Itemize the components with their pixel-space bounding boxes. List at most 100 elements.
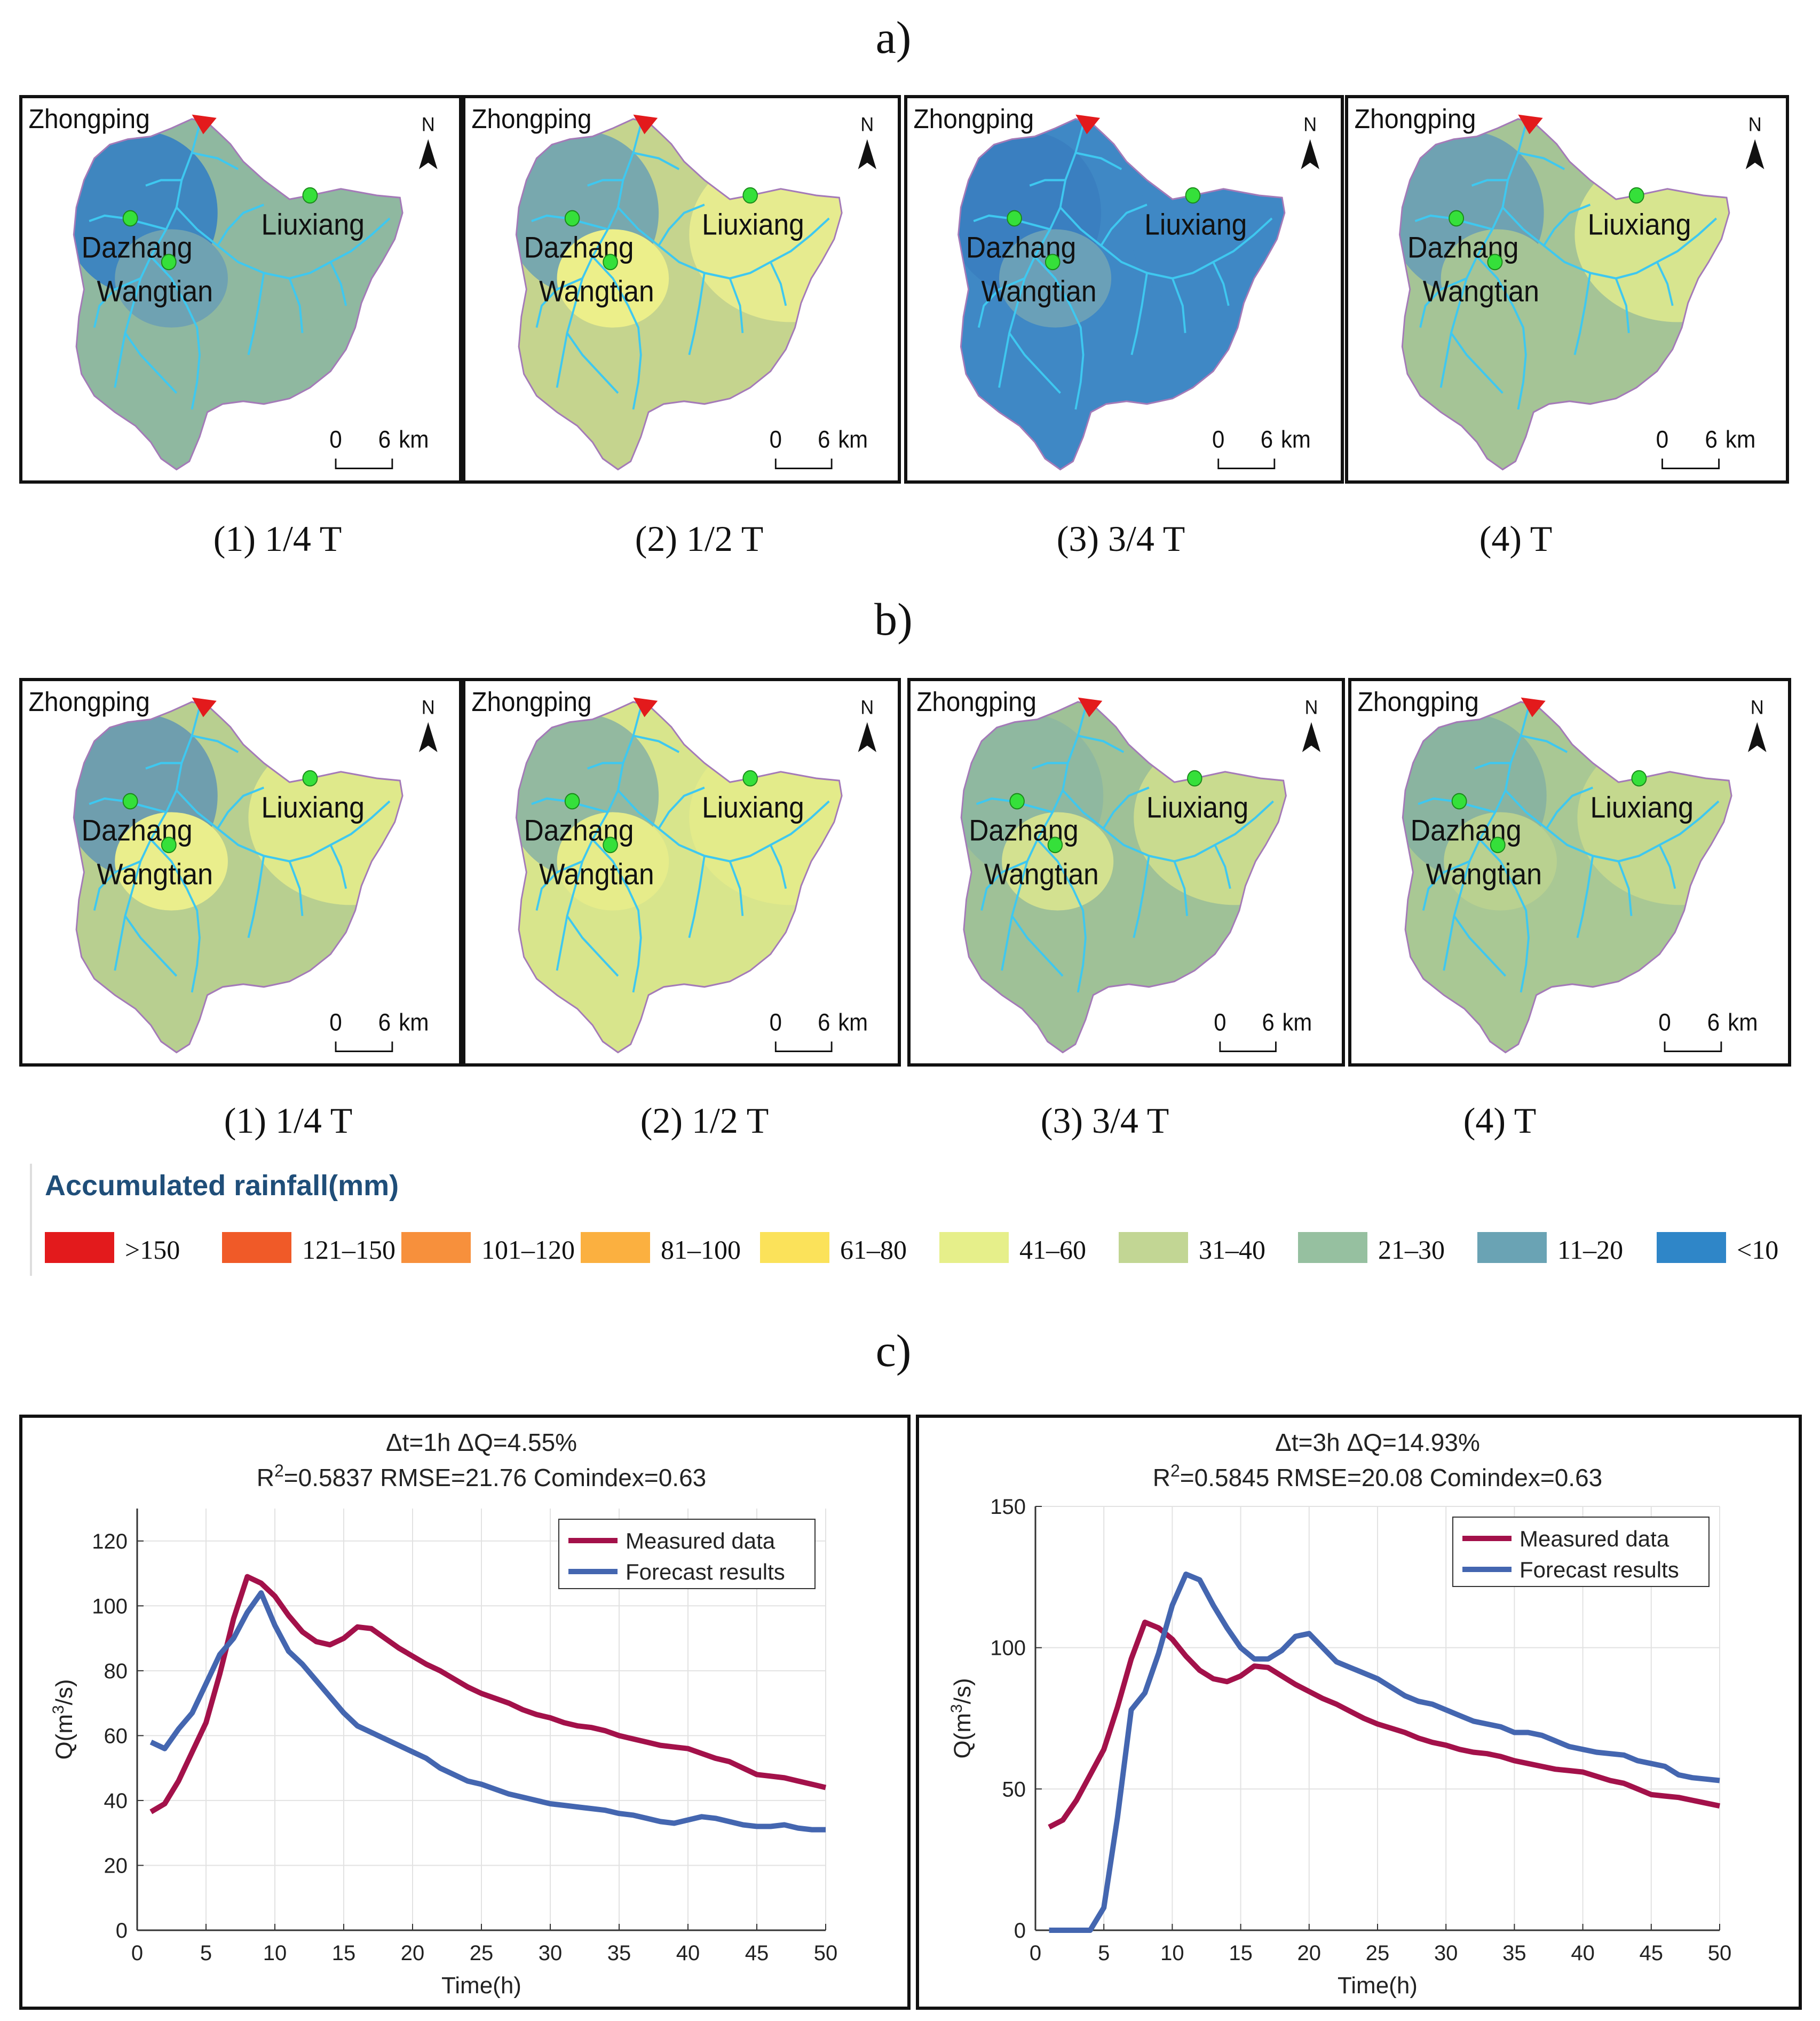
river-line <box>729 860 744 917</box>
station-marker-wangtian <box>161 836 177 854</box>
river-line <box>1542 203 1591 247</box>
legend-label: 81–100 <box>661 1235 741 1265</box>
scale-start-label: 0 <box>1212 427 1224 453</box>
chart-title-line2: R2=0.5837 RMSE=21.76 Comindex=0.63 <box>257 1461 707 1491</box>
station-marker-liuxiang <box>1631 770 1647 787</box>
station-label-liuxiang: Liuxiang <box>1588 208 1691 241</box>
station-marker-liuxiang <box>1628 187 1644 204</box>
river-line <box>1171 278 1186 334</box>
scale-start-label: 0 <box>329 426 342 453</box>
station-label-wangtian: Wangtian <box>97 858 213 891</box>
x-tick-label: 45 <box>1640 1941 1664 1965</box>
map-panel-a3: Zhongping Dazhang Liuxiang Wangtian N 0 6 km <box>904 95 1344 484</box>
scale-end-label: 6 <box>378 1009 391 1036</box>
x-tick-label: 5 <box>1098 1941 1110 1965</box>
rainfall-zone-base <box>516 119 842 470</box>
x-tick-label: 0 <box>131 1941 143 1965</box>
legend-swatch <box>45 1232 114 1263</box>
outlet-flag-icon <box>192 114 217 135</box>
river-line <box>114 124 201 388</box>
legend-swatch <box>222 1232 291 1263</box>
outlet-flag-icon <box>1078 697 1103 717</box>
scale-start-label: 0 <box>770 1009 782 1036</box>
x-tick-label: 50 <box>814 1941 838 1965</box>
station-label-liuxiang: Liuxiang <box>702 209 804 241</box>
river-line <box>1011 915 1064 977</box>
river-line <box>566 332 619 394</box>
legend-item: 31–40 <box>1119 1232 1289 1265</box>
series-line-forecast <box>149 1590 826 1833</box>
scale-end-label: 6 <box>1707 1009 1720 1036</box>
river-line <box>1617 860 1633 917</box>
station-label-wangtian: Wangtian <box>539 275 654 308</box>
station-marker-liuxiang <box>302 770 318 787</box>
y-tick-label: 60 <box>104 1724 128 1748</box>
station-marker-wangtian <box>161 254 177 271</box>
north-label: N <box>1751 696 1764 718</box>
river-line <box>1615 278 1630 334</box>
river-line <box>217 203 264 247</box>
y-tick-label: 120 <box>92 1530 128 1553</box>
river-line <box>1212 261 1230 306</box>
x-tick-label: 0 <box>1030 1941 1041 1965</box>
caption-b1: (1) 1/4 T <box>224 1100 353 1141</box>
map-panel-b3: Zhongping Dazhang Liuxiang Wangtian N 0 6 km <box>907 678 1345 1067</box>
scale-unit-label: km <box>838 1009 868 1036</box>
scale-bar <box>1217 459 1276 470</box>
y-tick-label: 150 <box>990 1495 1026 1519</box>
basin-boundary <box>1399 118 1730 471</box>
river-line <box>770 844 787 889</box>
map-panel-a1: Zhongping Dazhang Liuxiang Wangtian N 0 6 km <box>19 95 462 484</box>
caption-a2: (2) 1/2 T <box>635 518 764 559</box>
station-marker-liuxiang <box>742 187 758 204</box>
chart-title-line1: Δt=3h ΔQ=14.93% <box>1275 1428 1480 1456</box>
basin-boundary <box>960 701 1287 1054</box>
north-arrow-icon <box>858 722 876 752</box>
scale-bar <box>774 459 833 470</box>
north-label: N <box>1748 113 1762 135</box>
x-tick-label: 30 <box>1434 1941 1458 1965</box>
river-line <box>1008 332 1061 394</box>
rainfall-zone-base <box>1403 701 1732 1053</box>
station-label-wangtian: Wangtian <box>97 275 213 308</box>
chart-panel-3h: Δt=3h ΔQ=14.93% R2=0.5845 RMSE=20.08 Comi… <box>916 1415 1802 2010</box>
rainfall-zone-base <box>958 119 1285 470</box>
legend-item: 101–120 <box>401 1232 575 1265</box>
scale-unit-label: km <box>1282 1009 1312 1036</box>
station-marker-dazhang <box>564 210 580 227</box>
chart-legend-label: Forecast results <box>626 1559 785 1584</box>
outlet-flag-icon <box>1518 114 1543 135</box>
river-line <box>93 860 141 911</box>
series-line-measured <box>149 1574 827 1814</box>
caption-b2: (2) 1/2 T <box>640 1100 769 1141</box>
basin-boundary <box>1402 701 1732 1054</box>
scale-unit-label: km <box>1728 1009 1758 1036</box>
y-tick-label: 100 <box>92 1594 128 1618</box>
river-line <box>1214 844 1231 889</box>
river-line <box>1517 152 1565 170</box>
outlet-label: Zhongping <box>471 104 591 135</box>
y-tick-label: 0 <box>116 1919 128 1943</box>
chart-title-line2: R2=0.5845 RMSE=20.08 Comindex=0.63 <box>1153 1461 1603 1491</box>
river-line <box>998 124 1085 388</box>
station-label-wangtian: Wangtian <box>982 275 1097 308</box>
river-line <box>124 332 178 394</box>
x-tick-label: 40 <box>676 1941 700 1965</box>
scale-start-label: 0 <box>329 1009 342 1036</box>
river-line <box>535 277 583 328</box>
station-marker-dazhang <box>122 793 138 810</box>
station-label-wangtian: Wangtian <box>984 858 1099 891</box>
station-marker-liuxiang <box>1187 770 1202 787</box>
station-marker-wangtian <box>603 836 618 854</box>
river-line <box>192 152 239 170</box>
river-line <box>1036 839 1087 993</box>
legend-item: 121–150 <box>222 1232 395 1265</box>
scale-unit-label: km <box>399 426 429 453</box>
x-tick-label: 30 <box>539 1941 563 1965</box>
river-line <box>1450 332 1504 394</box>
river-line <box>145 762 182 770</box>
